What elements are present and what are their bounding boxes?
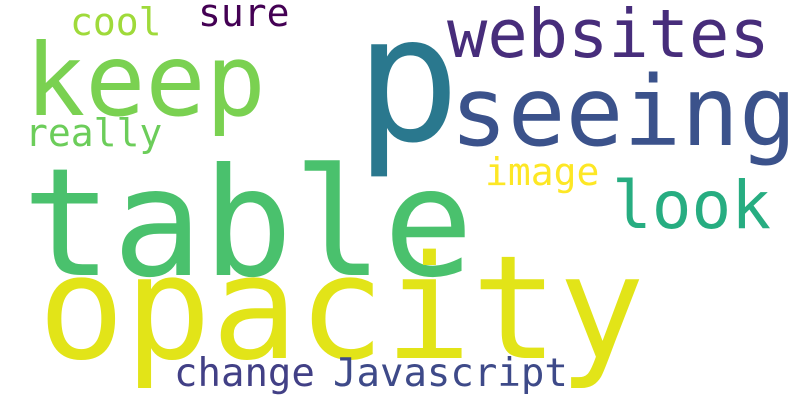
word-cool: cool — [70, 0, 162, 44]
word-websites: websites — [447, 0, 770, 73]
word-table: table — [22, 137, 474, 311]
word-javascript: Javascript — [333, 351, 568, 396]
word-opacity: opacity — [38, 224, 645, 392]
word-p: p — [355, 0, 460, 182]
word-sure: sure — [198, 0, 290, 35]
word-really: really — [25, 111, 162, 155]
word-change: change — [174, 351, 315, 396]
word-seeing: seeing — [450, 56, 797, 168]
word-keep: keep — [25, 22, 266, 139]
word-image: image — [485, 150, 599, 194]
word-look: look — [612, 167, 771, 244]
